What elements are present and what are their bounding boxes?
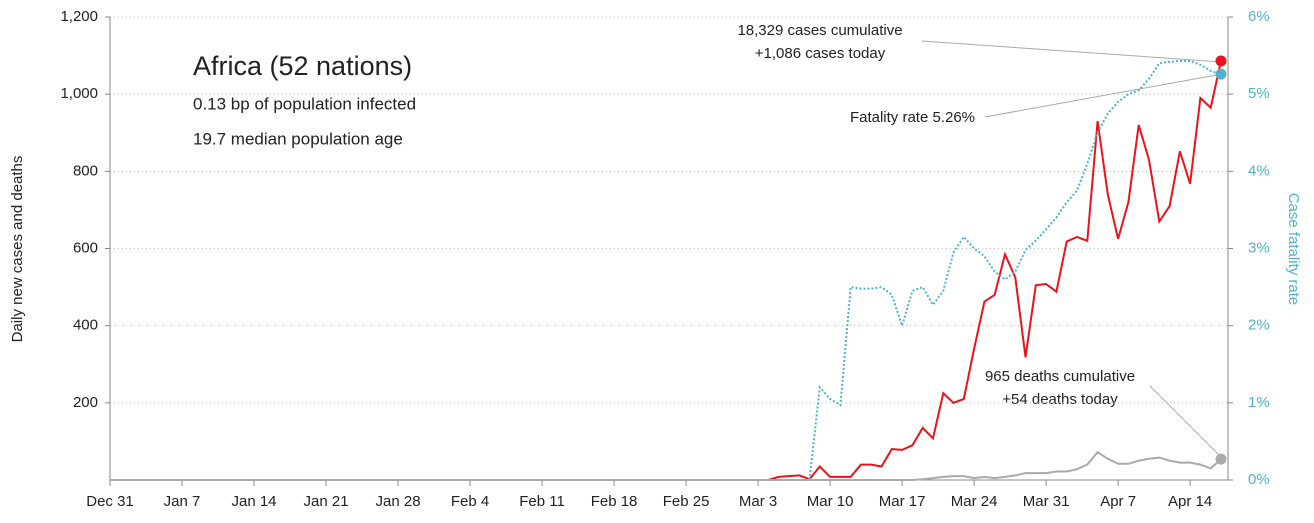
x-tick-label: Mar 3 [739, 493, 777, 510]
y-tick-label: 200 [73, 394, 98, 411]
x-tick-label: Jan 21 [304, 493, 349, 510]
subtitle: 0.13 bp of population infected [193, 94, 416, 113]
x-tick-label: Mar 10 [807, 493, 854, 510]
y2-tick-label: 3% [1248, 239, 1270, 256]
chart-title: Africa (52 nations) [193, 51, 412, 81]
annotation: +1,086 cases today [755, 45, 886, 62]
x-tick-label: Mar 31 [1023, 493, 1070, 510]
end-point [1215, 453, 1227, 465]
y-tick-label: 800 [73, 162, 98, 179]
y2-tick-label: 5% [1248, 85, 1270, 102]
annotation: Fatality rate 5.26% [850, 109, 975, 126]
y2-axis-label: Case fatality rate [1285, 193, 1302, 306]
y2-tick-label: 2% [1248, 317, 1270, 334]
x-tick-label: Dec 31 [86, 493, 134, 510]
x-tick-label: Feb 11 [519, 493, 565, 510]
x-tick-label: Jan 14 [231, 493, 276, 510]
y-tick-label: 400 [73, 317, 98, 334]
x-tick-label: Mar 24 [951, 493, 998, 510]
annotation: 18,329 cases cumulative [737, 22, 902, 39]
y-tick-label: 600 [73, 239, 98, 256]
x-tick-label: Jan 28 [376, 493, 421, 510]
y-axis-label: Daily new cases and deaths [9, 156, 26, 343]
leader-line [984, 73, 1223, 118]
x-tick-label: Feb 4 [451, 493, 489, 510]
end-point [1215, 55, 1227, 67]
x-tick-label: Jan 7 [164, 493, 201, 510]
y2-tick-label: 6% [1248, 8, 1270, 25]
y-tick-label: 1,000 [60, 85, 98, 102]
data-line [110, 450, 1222, 481]
y2-tick-label: 0% [1248, 471, 1270, 488]
data-line [110, 60, 1222, 481]
annotation: +54 deaths today [1002, 391, 1118, 408]
x-tick-label: Feb 25 [663, 493, 710, 510]
y2-tick-label: 1% [1248, 394, 1270, 411]
y-tick-label: 1,200 [60, 8, 98, 25]
leader-line [921, 40, 1223, 63]
annotation: 965 deaths cumulative [985, 368, 1135, 385]
x-tick-label: Apr 7 [1100, 493, 1136, 510]
leader-line [1149, 385, 1223, 459]
end-point [1215, 68, 1227, 80]
x-tick-label: Apr 14 [1168, 493, 1212, 510]
subtitle: 19.7 median population age [193, 129, 403, 148]
x-tick-label: Mar 17 [879, 493, 926, 510]
y2-tick-label: 4% [1248, 162, 1270, 179]
x-tick-label: Feb 18 [591, 493, 638, 510]
